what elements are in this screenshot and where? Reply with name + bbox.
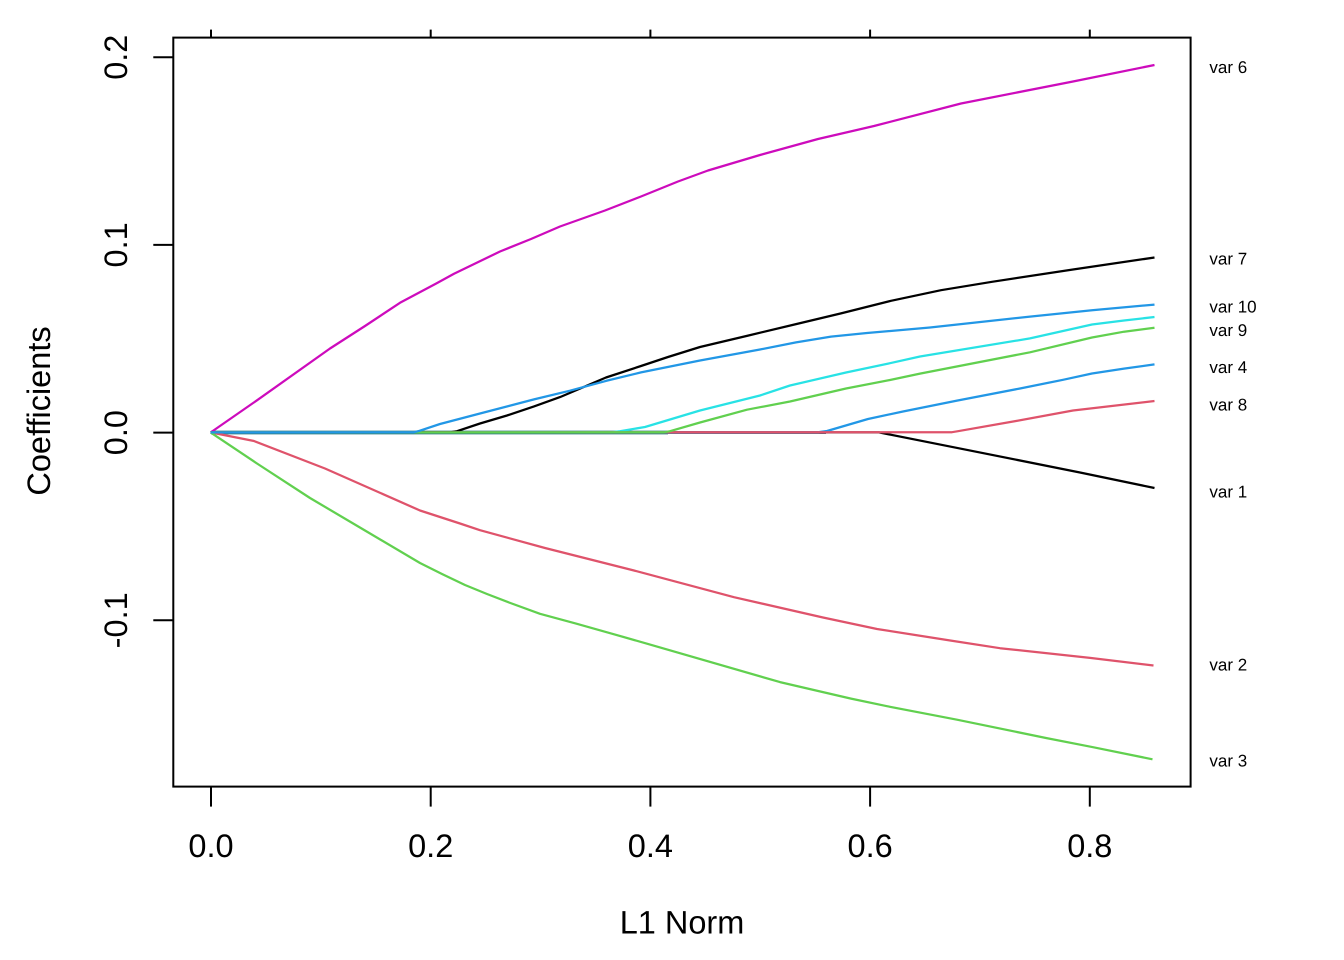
svg-text:var 4: var 4 [1209,358,1247,377]
svg-text:0.0: 0.0 [188,828,233,864]
svg-text:var 10: var 10 [1209,297,1256,316]
svg-text:var 3: var 3 [1209,751,1247,770]
svg-text:var 6: var 6 [1209,58,1247,77]
svg-text:var 1: var 1 [1209,482,1247,501]
svg-text:0.8: 0.8 [1067,828,1112,864]
svg-text:0.1: 0.1 [98,222,134,267]
svg-text:var 8: var 8 [1209,395,1247,414]
svg-text:Coefficients: Coefficients [21,326,57,495]
svg-text:L1 Norm: L1 Norm [620,905,745,941]
svg-text:var 7: var 7 [1209,249,1247,268]
svg-text:0.6: 0.6 [848,828,893,864]
svg-text:-0.1: -0.1 [98,592,134,648]
svg-text:0.0: 0.0 [98,410,134,455]
svg-text:0.4: 0.4 [628,828,673,864]
svg-text:var 9: var 9 [1209,321,1247,340]
svg-text:var 2: var 2 [1209,655,1247,674]
svg-text:0.2: 0.2 [98,35,134,80]
svg-text:0.2: 0.2 [408,828,453,864]
